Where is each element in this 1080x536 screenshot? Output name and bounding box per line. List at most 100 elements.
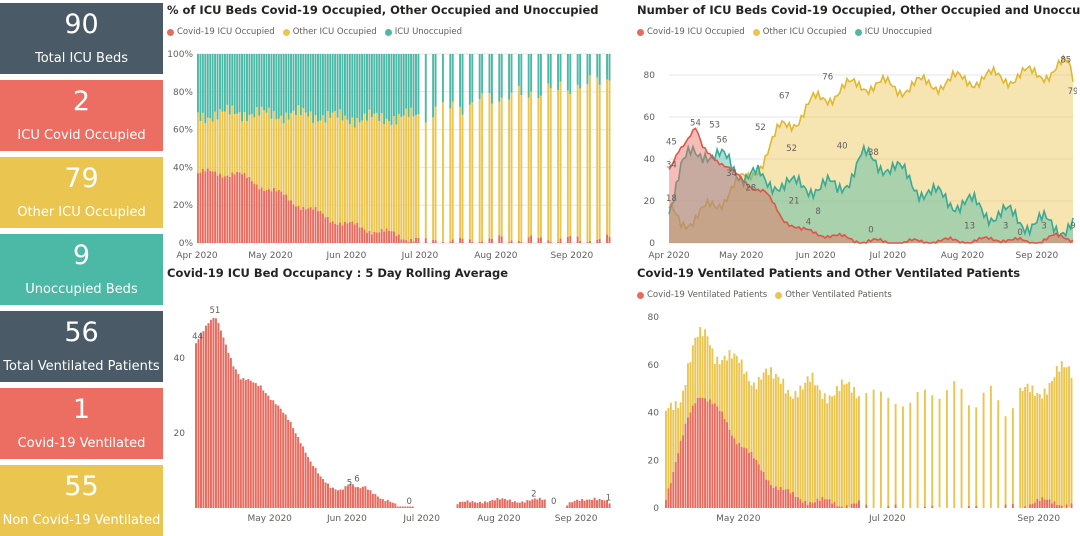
bar-covid-vent[interactable] xyxy=(1053,501,1056,508)
bar-unoccupied[interactable] xyxy=(390,54,393,125)
bar-covid[interactable] xyxy=(370,234,373,243)
bar-other-vent[interactable] xyxy=(1065,367,1068,505)
unoccupied-series-line[interactable] xyxy=(668,143,1074,239)
bar-covid-rolling[interactable] xyxy=(302,446,305,508)
bar-unoccupied[interactable] xyxy=(216,54,219,120)
bar-unoccupied[interactable] xyxy=(588,54,591,76)
bar-other[interactable] xyxy=(407,116,410,243)
bar-unoccupied[interactable] xyxy=(530,54,533,92)
bar-other-vent[interactable] xyxy=(735,356,738,445)
bar-covid-rolling[interactable] xyxy=(578,500,581,508)
bar-covid-rolling[interactable] xyxy=(399,506,402,508)
bar-other-vent[interactable] xyxy=(901,406,904,508)
bar-other[interactable] xyxy=(309,111,312,208)
bar-covid-vent[interactable] xyxy=(777,490,780,508)
bar-covid-vent[interactable] xyxy=(682,435,685,508)
bar-covid-vent[interactable] xyxy=(858,500,860,508)
bar-other[interactable] xyxy=(265,112,268,190)
bar-covid[interactable] xyxy=(557,241,560,243)
bar-other[interactable] xyxy=(402,115,405,240)
bar-other[interactable] xyxy=(216,119,219,176)
bar-other[interactable] xyxy=(390,124,393,232)
bar-covid-vent[interactable] xyxy=(743,447,746,508)
bar-covid-rolling[interactable] xyxy=(219,330,222,508)
bar-covid-vent[interactable] xyxy=(1029,504,1031,508)
bar-other-vent[interactable] xyxy=(1053,377,1056,502)
bar-covid-rolling[interactable] xyxy=(371,493,374,508)
bar-covid[interactable] xyxy=(368,230,371,243)
bar-unoccupied[interactable] xyxy=(317,54,319,122)
bar-unoccupied[interactable] xyxy=(351,54,354,118)
bar-other[interactable] xyxy=(392,116,395,232)
bar-unoccupied[interactable] xyxy=(388,54,390,122)
bar-other-vent[interactable] xyxy=(821,398,824,497)
bar-other-vent[interactable] xyxy=(1033,395,1036,503)
bar-covid[interactable] xyxy=(321,213,324,243)
bar-other[interactable] xyxy=(434,106,437,241)
bar-covid[interactable] xyxy=(510,240,513,243)
bar-covid-vent[interactable] xyxy=(801,502,804,508)
bar-other[interactable] xyxy=(588,75,591,241)
bar-covid-rolling[interactable] xyxy=(366,489,369,508)
bar-covid-rolling[interactable] xyxy=(573,500,576,508)
bar-other-vent[interactable] xyxy=(840,379,843,507)
bar-other[interactable] xyxy=(339,109,341,223)
bar-other[interactable] xyxy=(361,120,364,228)
bar-covid-vent[interactable] xyxy=(718,410,721,508)
bar-covid-rolling[interactable] xyxy=(287,419,290,508)
legend-item-covid-vent[interactable]: Covid-19 Ventilated Patients xyxy=(637,290,767,300)
bar-other-vent[interactable] xyxy=(774,374,777,487)
bar-covid-vent[interactable] xyxy=(1043,499,1046,508)
bar-other-vent[interactable] xyxy=(784,393,787,490)
bar-unoccupied[interactable] xyxy=(329,54,332,118)
bar-other-vent[interactable] xyxy=(770,367,772,485)
bar-covid[interactable] xyxy=(488,238,491,243)
bar-other[interactable] xyxy=(233,114,236,175)
bar-unoccupied[interactable] xyxy=(579,54,582,89)
bar-other[interactable] xyxy=(299,114,302,210)
bar-covid-rolling[interactable] xyxy=(212,317,215,508)
bar-other[interactable] xyxy=(481,93,484,242)
bar-unoccupied[interactable] xyxy=(410,54,413,108)
bar-other[interactable] xyxy=(248,115,251,177)
bar-other-vent[interactable] xyxy=(796,397,799,498)
bar-unoccupied[interactable] xyxy=(204,54,207,124)
bar-other-vent[interactable] xyxy=(865,393,868,505)
bar-covid[interactable] xyxy=(285,194,288,243)
bar-covid[interactable] xyxy=(606,234,609,243)
bar-covid[interactable] xyxy=(348,222,351,243)
bar-other-vent[interactable] xyxy=(997,400,1000,508)
bar-other-vent[interactable] xyxy=(682,390,685,436)
bar-covid-vent[interactable] xyxy=(1004,504,1007,508)
bar-other[interactable] xyxy=(368,109,371,231)
bar-covid[interactable] xyxy=(223,176,226,243)
bar-unoccupied[interactable] xyxy=(412,54,415,117)
bar-covid-vent[interactable] xyxy=(760,470,763,508)
bar-covid-vent[interactable] xyxy=(804,500,807,508)
bar-covid[interactable] xyxy=(378,232,381,243)
bar-other[interactable] xyxy=(221,111,224,178)
bar-covid-vent[interactable] xyxy=(1036,498,1039,508)
bar-unoccupied[interactable] xyxy=(265,54,268,113)
bar-covid-rolling[interactable] xyxy=(508,499,511,508)
bar-other-vent[interactable] xyxy=(691,345,694,406)
bar-covid-vent[interactable] xyxy=(814,502,816,508)
bar-covid[interactable] xyxy=(314,206,317,243)
bar-covid[interactable] xyxy=(206,168,209,243)
bar-other[interactable] xyxy=(353,127,356,225)
bar-other[interactable] xyxy=(498,101,501,236)
bar-other[interactable] xyxy=(307,116,310,209)
bar-covid-rolling[interactable] xyxy=(411,506,414,508)
bar-other-vent[interactable] xyxy=(738,362,741,443)
bar-other[interactable] xyxy=(314,114,317,207)
bar-covid-rolling[interactable] xyxy=(521,501,524,508)
bar-covid-vent[interactable] xyxy=(853,503,856,508)
bar-covid-rolling[interactable] xyxy=(389,501,392,508)
bar-other[interactable] xyxy=(608,80,611,237)
bar-covid[interactable] xyxy=(236,171,239,243)
bar-other-vent[interactable] xyxy=(1046,394,1049,500)
bar-covid-rolling[interactable] xyxy=(299,443,302,508)
bar-other-vent[interactable] xyxy=(726,360,728,423)
bar-unoccupied[interactable] xyxy=(383,54,386,125)
bar-covid[interactable] xyxy=(424,238,427,243)
